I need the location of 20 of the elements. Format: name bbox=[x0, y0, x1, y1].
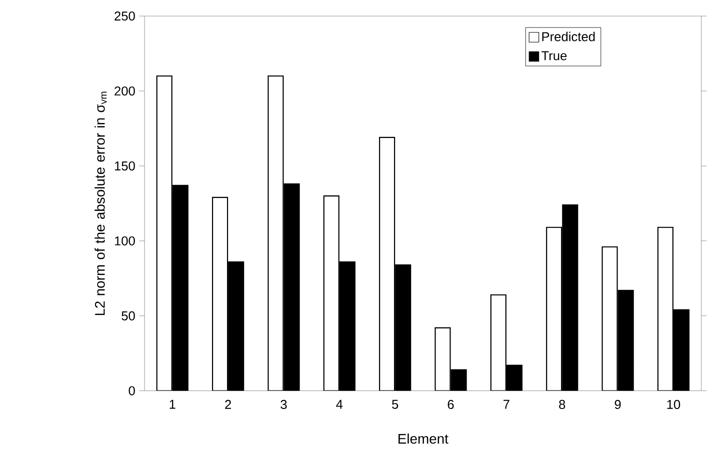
x-tick-label: 4 bbox=[336, 400, 343, 409]
x-tick-label: 9 bbox=[614, 400, 621, 409]
y-tick-label: 250 bbox=[114, 11, 135, 21]
x-axis-title: Element bbox=[398, 433, 448, 444]
x-tick-label: 3 bbox=[280, 400, 287, 409]
x-tick-label: 7 bbox=[504, 400, 510, 409]
x-tick-label: 1 bbox=[170, 400, 176, 409]
x-tick-label: 10 bbox=[667, 400, 680, 409]
x-tick-label: 2 bbox=[225, 400, 231, 409]
legend-label: Predicted bbox=[542, 32, 595, 42]
x-tick-label: 6 bbox=[448, 400, 454, 409]
y-tick-label: 50 bbox=[122, 311, 135, 320]
y-tick-label: 150 bbox=[114, 161, 135, 170]
y-tick-label: 0 bbox=[128, 386, 135, 396]
y-tick-label: 200 bbox=[114, 86, 135, 96]
y-tick-label: 100 bbox=[114, 236, 135, 246]
legend-label: True bbox=[542, 51, 567, 60]
y-axis-title: L2 norm of the absolute error in σ$_{vm}$ bbox=[94, 92, 107, 315]
x-tick-label: 5 bbox=[392, 400, 398, 409]
x-tick-label: 8 bbox=[559, 400, 566, 409]
